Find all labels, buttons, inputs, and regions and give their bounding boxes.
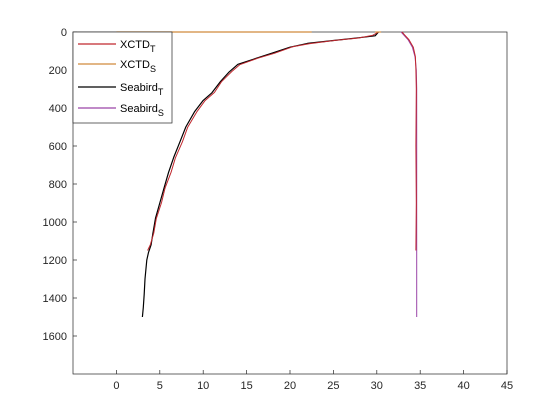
x-tick-label: 15 bbox=[240, 380, 252, 392]
y-tick-label: 1600 bbox=[43, 331, 67, 343]
x-tick-label: 30 bbox=[371, 380, 383, 392]
y-tick-label: 1200 bbox=[43, 255, 67, 267]
x-tick-label: 45 bbox=[501, 380, 513, 392]
series-line-3 bbox=[401, 31, 417, 251]
legend-label: XCTDT bbox=[120, 39, 156, 54]
x-tick-label: 20 bbox=[284, 380, 296, 392]
x-tick-label: 35 bbox=[414, 380, 426, 392]
series-layer bbox=[116, 31, 418, 318]
legend-label: SeabirdS bbox=[120, 103, 164, 118]
y-tick-label: 400 bbox=[49, 103, 67, 115]
x-tick-label: 0 bbox=[113, 380, 119, 392]
legend: XCTDT XCTDS SeabirdT SeabirdS bbox=[72, 31, 173, 124]
y-tick-label: 0 bbox=[61, 27, 67, 39]
y-tick-label: 1000 bbox=[43, 217, 67, 229]
x-tick-label: 5 bbox=[157, 380, 163, 392]
x-tick-label: 40 bbox=[457, 380, 469, 392]
tick-layer: 0 5 10 15 20 25 30 35 40 45 0 200 400 600 800 1000 1200 1… bbox=[43, 27, 514, 392]
y-tick-label: 800 bbox=[49, 179, 67, 191]
legend-label: SeabirdT bbox=[120, 82, 164, 97]
series-line-1 bbox=[147, 31, 379, 251]
y-tick-label: 600 bbox=[49, 141, 67, 153]
x-tick-label: 10 bbox=[197, 380, 209, 392]
y-tick-label: 200 bbox=[49, 65, 67, 77]
legend-label: XCTDS bbox=[120, 59, 156, 74]
x-tick-label: 25 bbox=[327, 380, 339, 392]
y-tick-label: 1400 bbox=[43, 293, 67, 305]
